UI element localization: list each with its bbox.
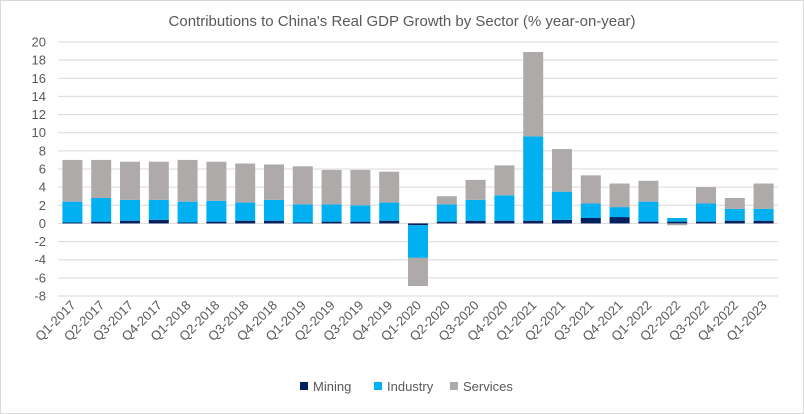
bar-industry bbox=[120, 199, 140, 221]
bar-mining bbox=[436, 221, 457, 224]
legend-swatch-mining bbox=[300, 382, 308, 390]
y-tick-label: 8 bbox=[39, 143, 46, 158]
legend-swatch-services bbox=[450, 382, 458, 390]
bar-industry bbox=[494, 195, 515, 221]
bar-services bbox=[408, 257, 428, 287]
bar-mining bbox=[379, 220, 400, 224]
bar-mining bbox=[465, 220, 486, 224]
bar-industry bbox=[62, 201, 83, 223]
bar-services bbox=[753, 183, 774, 209]
bar-mining bbox=[292, 222, 313, 224]
bar-industry bbox=[696, 203, 716, 222]
y-tick-label: 20 bbox=[32, 35, 46, 50]
bar-industry bbox=[638, 201, 659, 222]
y-tick-label: -6 bbox=[34, 270, 46, 285]
bar-services bbox=[148, 161, 169, 200]
bar-mining bbox=[350, 221, 371, 224]
bar-services bbox=[638, 180, 659, 202]
bar-services bbox=[120, 161, 140, 200]
y-tick-label: 0 bbox=[39, 216, 46, 231]
bar-services bbox=[724, 198, 745, 209]
bar-industry bbox=[580, 203, 601, 218]
bar-mining bbox=[696, 221, 716, 224]
bar-services bbox=[580, 175, 601, 204]
bar-industry bbox=[436, 204, 457, 222]
bar-industry bbox=[321, 204, 342, 222]
bar-mining bbox=[177, 222, 198, 224]
bar-services bbox=[350, 169, 371, 206]
bar-industry bbox=[379, 202, 400, 221]
bar-mining bbox=[552, 219, 572, 224]
bar-mining bbox=[91, 221, 112, 224]
y-tick-label: -4 bbox=[34, 252, 46, 267]
bar-industry bbox=[753, 208, 774, 221]
bar-industry bbox=[235, 202, 256, 221]
bar-services bbox=[321, 169, 342, 205]
bar-mining bbox=[523, 220, 544, 224]
bar-mining bbox=[120, 220, 140, 224]
bar-services bbox=[62, 159, 83, 202]
bar-industry bbox=[148, 199, 169, 220]
y-tick-label: 4 bbox=[39, 180, 46, 195]
legend-label-services: Services bbox=[463, 379, 513, 394]
bar-industry bbox=[465, 199, 486, 221]
bar-services bbox=[609, 183, 630, 208]
bar-industry bbox=[724, 208, 745, 221]
bar-services bbox=[379, 171, 400, 203]
bar-mining bbox=[494, 220, 515, 224]
bar-industry bbox=[350, 205, 371, 222]
bar-mining bbox=[62, 222, 83, 224]
bar-mining bbox=[753, 220, 774, 224]
legend-swatch-industry bbox=[374, 382, 382, 390]
y-tick-label: 10 bbox=[32, 125, 46, 140]
bar-services bbox=[436, 196, 457, 205]
bar-mining bbox=[638, 221, 659, 224]
bar-mining bbox=[321, 221, 342, 224]
bar-mining bbox=[580, 217, 601, 224]
bar-mining bbox=[206, 221, 227, 224]
y-tick-label: 18 bbox=[32, 53, 46, 68]
bar-mining bbox=[264, 220, 284, 224]
bar-mining bbox=[408, 223, 428, 226]
y-tick-label: -8 bbox=[34, 289, 46, 304]
bar-mining bbox=[148, 219, 169, 224]
bar-industry bbox=[667, 217, 688, 222]
bar-services bbox=[465, 179, 486, 200]
bar-services bbox=[235, 163, 256, 203]
bar-industry bbox=[91, 198, 112, 222]
bar-services bbox=[696, 187, 716, 204]
bar-mining bbox=[235, 220, 256, 224]
y-tick-label: -2 bbox=[34, 234, 46, 249]
bar-industry bbox=[408, 225, 428, 258]
legend-label-mining: Mining bbox=[313, 379, 351, 394]
bar-industry bbox=[206, 200, 227, 222]
bar-industry bbox=[177, 201, 198, 223]
bar-services bbox=[206, 161, 227, 201]
bar-industry bbox=[609, 207, 630, 218]
y-tick-label: 14 bbox=[32, 89, 46, 104]
bar-services bbox=[667, 223, 688, 226]
legend-label-industry: Industry bbox=[387, 379, 434, 394]
bar-services bbox=[552, 149, 572, 192]
bar-services bbox=[91, 159, 112, 199]
y-tick-label: 16 bbox=[32, 71, 46, 86]
bar-services bbox=[292, 166, 313, 205]
bar-services bbox=[494, 165, 515, 196]
bar-industry bbox=[552, 191, 572, 220]
y-tick-label: 6 bbox=[39, 162, 46, 177]
bar-industry bbox=[292, 204, 313, 223]
bar-mining bbox=[609, 217, 630, 224]
bar-services bbox=[177, 159, 198, 202]
y-tick-label: 12 bbox=[32, 107, 46, 122]
bar-services bbox=[264, 164, 284, 200]
chart-title: Contributions to China's Real GDP Growth… bbox=[169, 13, 636, 30]
bar-industry bbox=[264, 199, 284, 221]
bar-mining bbox=[667, 221, 688, 224]
bar-services bbox=[523, 51, 544, 137]
y-tick-label: 2 bbox=[39, 198, 46, 213]
bar-industry bbox=[523, 136, 544, 221]
bar-mining bbox=[724, 220, 745, 224]
